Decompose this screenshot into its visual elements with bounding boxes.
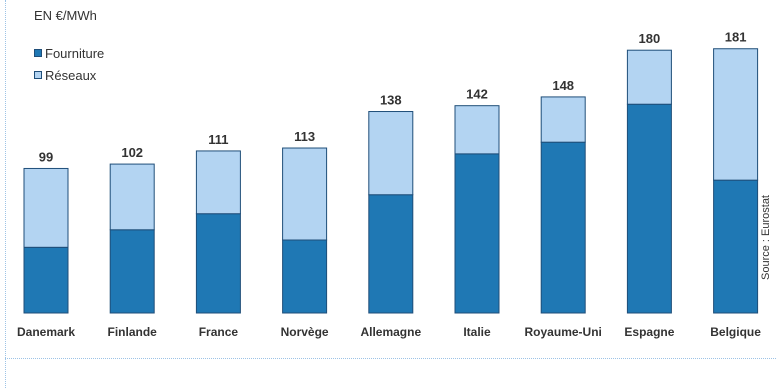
- legend-label-reseaux: Réseaux: [45, 67, 97, 83]
- x-tick-label-france: France: [199, 325, 239, 339]
- x-tick-label-belgique: Belgique: [710, 325, 761, 339]
- bar-fourniture-italie: [454, 153, 500, 314]
- x-tick-label-allemagne: Allemagne: [360, 325, 421, 339]
- legend-label-fourniture: Fourniture: [45, 45, 105, 61]
- unit-label: EN €/MWh: [34, 8, 97, 23]
- legend-swatch-fourniture: [34, 49, 42, 57]
- bar-reseaux-finlande: [109, 163, 155, 231]
- legend: Fourniture Réseaux: [34, 42, 104, 86]
- total-label-italie: 142: [466, 87, 488, 102]
- x-tick-label-finlande: Finlande: [108, 325, 158, 339]
- x-tick-label-norvege: Norvège: [281, 325, 329, 339]
- x-tick-label-danemark: Danemark: [17, 325, 75, 339]
- bar-fourniture-finlande: [109, 229, 155, 314]
- x-tick-label-italie: Italie: [463, 325, 491, 339]
- total-label-belgique: 181: [725, 30, 747, 45]
- total-label-allemagne: 138: [380, 93, 402, 108]
- bar-reseaux-allemagne: [368, 111, 414, 196]
- bar-fourniture-france: [195, 213, 241, 314]
- bar-reseaux-espagne: [626, 49, 672, 105]
- x-tick-label-espagne: Espagne: [624, 325, 674, 339]
- bar-fourniture-belgique: [713, 179, 759, 314]
- bar-fourniture-royaume-uni: [540, 141, 586, 314]
- bar-fourniture-danemark: [23, 246, 69, 314]
- total-label-espagne: 180: [639, 31, 661, 46]
- legend-item-fourniture: Fourniture: [34, 42, 104, 64]
- total-label-france: 111: [208, 132, 228, 147]
- frame-left-divider: [5, 0, 6, 388]
- source-note: Source : Eurostat: [760, 195, 772, 280]
- bar-fourniture-allemagne: [368, 194, 414, 314]
- bar-reseaux-danemark: [23, 167, 69, 248]
- bar-fourniture-espagne: [626, 103, 672, 314]
- total-label-norvege: 113: [294, 129, 315, 144]
- bar-fourniture-norvege: [282, 239, 328, 314]
- bar-reseaux-belgique: [713, 48, 759, 181]
- total-label-royaume-uni: 148: [552, 78, 574, 93]
- total-label-danemark: 99: [39, 149, 53, 164]
- bar-reseaux-norvege: [282, 147, 328, 241]
- legend-swatch-reseaux: [34, 71, 42, 79]
- legend-item-reseaux: Réseaux: [34, 64, 104, 86]
- bar-reseaux-royaume-uni: [540, 96, 586, 143]
- total-label-finlande: 102: [121, 145, 143, 160]
- x-tick-label-royaume-uni: Royaume-Uni: [525, 325, 602, 339]
- bar-reseaux-france: [195, 150, 241, 215]
- bar-reseaux-italie: [454, 105, 500, 155]
- frame-bottom-divider: [5, 358, 776, 359]
